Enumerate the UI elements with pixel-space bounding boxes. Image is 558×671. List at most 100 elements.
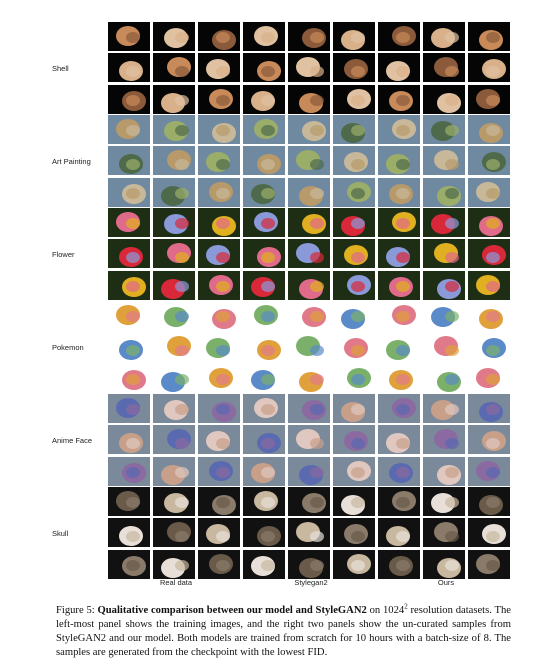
sample-image [333, 53, 375, 83]
panel-label-2: Ours [437, 578, 455, 587]
sample-image [468, 84, 510, 114]
sample-image [153, 425, 195, 455]
sample-image [153, 456, 195, 486]
sample-image [423, 301, 465, 330]
sample-image [288, 53, 330, 83]
sample-image [468, 394, 510, 423]
sample-image [378, 301, 420, 330]
sample-image [468, 425, 510, 455]
sample-image [108, 425, 150, 455]
sample-image [108, 332, 150, 362]
caption-bold: Qualitative comparison between our model… [97, 605, 367, 616]
sample-image [288, 146, 330, 176]
sample-image [423, 332, 465, 362]
sample-image [243, 84, 285, 114]
sample-image [153, 394, 195, 423]
sample-image [468, 177, 510, 207]
sample-image [288, 518, 330, 548]
sample-image [378, 363, 420, 393]
row-label-2: Flower [52, 250, 75, 259]
sample-image [108, 549, 150, 579]
sample-image [333, 177, 375, 207]
sample-image [243, 301, 285, 330]
sample-image [468, 363, 510, 393]
sample-image [153, 22, 195, 51]
sample-image [288, 270, 330, 300]
sample-image [243, 456, 285, 486]
sample-image [423, 84, 465, 114]
sample-image [333, 394, 375, 423]
sample-image [333, 549, 375, 579]
sample-image [153, 270, 195, 300]
sample-image [153, 115, 195, 144]
sample-image [153, 301, 195, 330]
sample-image [288, 363, 330, 393]
sample-image [423, 549, 465, 579]
sample-image [153, 84, 195, 114]
sample-image [378, 332, 420, 362]
sample-image [198, 425, 240, 455]
sample-image [468, 239, 510, 269]
figure-caption: Figure 5: Qualitative comparison between… [56, 603, 511, 660]
sample-image [333, 84, 375, 114]
sample-image [423, 425, 465, 455]
sample-image [378, 456, 420, 486]
sample-image [108, 270, 150, 300]
sample-image [108, 518, 150, 548]
sample-image [423, 394, 465, 423]
sample-image [378, 518, 420, 548]
sample-image [198, 22, 240, 51]
sample-image [198, 394, 240, 423]
sample-image [243, 177, 285, 207]
sample-image [468, 487, 510, 516]
sample-image [333, 301, 375, 330]
sample-image [198, 53, 240, 83]
sample-image [108, 22, 150, 51]
caption-mid: on 1024 [366, 605, 405, 616]
sample-image [198, 549, 240, 579]
figure-grid: Shell Art Painting Flower Pokemon Anime Face… [52, 22, 510, 587]
sample-image [378, 84, 420, 114]
sample-image [153, 146, 195, 176]
sample-image [333, 332, 375, 362]
sample-image [243, 518, 285, 548]
sample-image [243, 115, 285, 144]
sample-image [378, 208, 420, 237]
sample-image [378, 177, 420, 207]
sample-image [288, 332, 330, 362]
sample-image [108, 177, 150, 207]
row-label-5: Skull [52, 529, 69, 538]
sample-image [108, 487, 150, 516]
sample-image [198, 301, 240, 330]
sample-image [288, 84, 330, 114]
sample-image [423, 363, 465, 393]
sample-image [378, 425, 420, 455]
sample-image [153, 53, 195, 83]
sample-image [243, 208, 285, 237]
sample-image [198, 84, 240, 114]
sample-image [468, 22, 510, 51]
sample-image [108, 84, 150, 114]
sample-image [288, 487, 330, 516]
sample-image [153, 487, 195, 516]
sample-image [288, 177, 330, 207]
sample-image [468, 53, 510, 83]
panel-label-1: Stylegan2 [294, 578, 328, 587]
sample-image [198, 363, 240, 393]
sample-image [378, 270, 420, 300]
sample-image [288, 239, 330, 269]
sample-image [378, 394, 420, 423]
sample-image [333, 487, 375, 516]
sample-image [423, 53, 465, 83]
sample-image [153, 518, 195, 548]
sample-image [423, 208, 465, 237]
row-label-0: Shell [52, 64, 69, 73]
sample-image [423, 177, 465, 207]
sample-image [423, 270, 465, 300]
sample-image [423, 487, 465, 516]
sample-image [378, 549, 420, 579]
caption-rest: resolution datasets. The left-most panel… [56, 605, 511, 658]
sample-image [333, 208, 375, 237]
sample-image [423, 456, 465, 486]
sample-image [198, 146, 240, 176]
